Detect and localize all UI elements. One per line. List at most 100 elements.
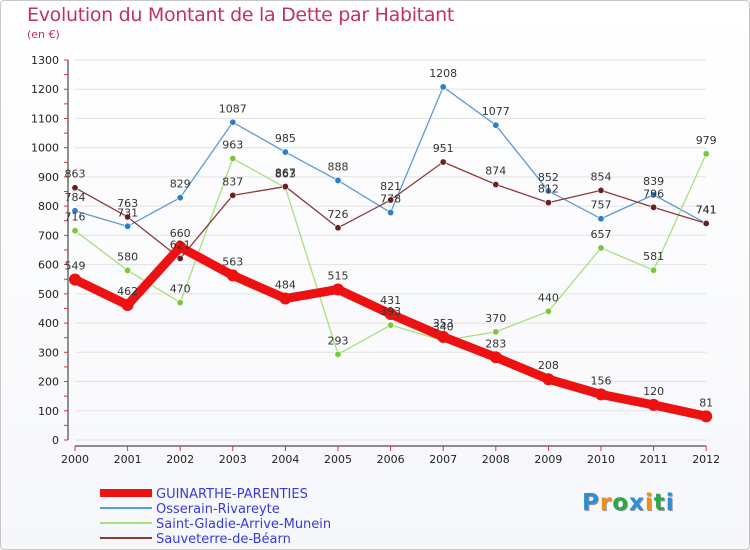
data-label: 726 bbox=[328, 208, 349, 221]
y-tick-label: 500 bbox=[38, 288, 59, 301]
y-tick-label: 1000 bbox=[31, 142, 59, 155]
y-tick-label: 700 bbox=[38, 229, 59, 242]
data-point bbox=[121, 298, 134, 311]
data-point bbox=[281, 148, 289, 156]
data-point bbox=[492, 121, 500, 129]
data-point bbox=[492, 181, 500, 189]
data-point bbox=[176, 254, 184, 262]
series-line bbox=[70, 242, 711, 421]
x-tick-label: 2001 bbox=[114, 453, 142, 466]
chart-subtitle: (en €) bbox=[27, 28, 60, 41]
data-label: 208 bbox=[538, 359, 559, 372]
data-point bbox=[702, 219, 710, 227]
legend-swatch bbox=[100, 522, 152, 524]
data-point bbox=[387, 321, 395, 329]
data-label: 293 bbox=[328, 334, 349, 347]
data-label: 784 bbox=[65, 191, 86, 204]
y-tick-label: 200 bbox=[38, 376, 59, 389]
data-point bbox=[229, 155, 237, 163]
y-tick-label: 600 bbox=[38, 259, 59, 272]
y-tick-label: 400 bbox=[38, 317, 59, 330]
data-label: 741 bbox=[696, 203, 717, 216]
legend-label: Sauveterre-de-Béarn bbox=[156, 532, 291, 547]
data-point bbox=[384, 308, 397, 321]
proxiti-logo: Proxiti bbox=[582, 490, 675, 516]
data-point bbox=[71, 207, 79, 215]
data-point bbox=[650, 266, 658, 274]
data-point bbox=[597, 186, 605, 194]
data-label: 716 bbox=[65, 211, 86, 224]
data-point bbox=[71, 184, 79, 192]
data-point bbox=[334, 176, 342, 184]
data-label: 340 bbox=[433, 321, 454, 334]
data-label: 839 bbox=[643, 175, 664, 188]
y-tick-label: 1300 bbox=[31, 54, 59, 67]
data-point bbox=[176, 299, 184, 307]
logo-letter: t bbox=[653, 490, 666, 516]
data-point bbox=[439, 158, 447, 166]
data-point bbox=[542, 373, 555, 386]
data-label: 353 bbox=[433, 317, 454, 330]
data-label: 821 bbox=[380, 180, 401, 193]
x-tick-label: 2002 bbox=[166, 453, 194, 466]
logo-letter: i bbox=[644, 490, 654, 516]
data-label: 484 bbox=[275, 279, 296, 292]
data-point bbox=[544, 187, 552, 195]
x-tick-label: 2007 bbox=[429, 453, 457, 466]
data-label: 470 bbox=[170, 283, 191, 296]
data-point bbox=[281, 183, 289, 191]
data-label: 563 bbox=[222, 255, 243, 268]
x-tick-label: 2004 bbox=[271, 453, 299, 466]
data-label: 763 bbox=[117, 197, 138, 210]
data-label: 515 bbox=[328, 269, 349, 282]
logo-letter: o bbox=[612, 490, 630, 516]
y-tick-label: 100 bbox=[38, 405, 59, 418]
x-tick-label: 2011 bbox=[640, 453, 668, 466]
data-point bbox=[595, 388, 607, 401]
grid-layer bbox=[75, 59, 707, 441]
legend-swatch bbox=[100, 489, 152, 497]
data-label: 120 bbox=[643, 385, 664, 398]
y-tick-label: 1100 bbox=[31, 112, 59, 125]
legend-swatch bbox=[100, 507, 152, 509]
data-label: 951 bbox=[433, 142, 454, 155]
data-point bbox=[174, 241, 187, 254]
data-point bbox=[544, 199, 552, 207]
data-label: 985 bbox=[275, 132, 296, 145]
x-tick-label: 2009 bbox=[534, 453, 562, 466]
data-point bbox=[334, 224, 342, 232]
logo-letter: r bbox=[599, 490, 613, 516]
data-label: 393 bbox=[380, 305, 401, 318]
x-tick-label: 2000 bbox=[61, 453, 89, 466]
data-point bbox=[124, 213, 132, 221]
data-label: 440 bbox=[538, 291, 559, 304]
data-point bbox=[702, 150, 710, 158]
data-label: 837 bbox=[222, 175, 243, 188]
logo-letter: P bbox=[582, 490, 600, 516]
data-label: 731 bbox=[117, 206, 138, 219]
legend: GUINARTHE-PARENTIESOsserain-RivareyteSai… bbox=[100, 487, 331, 547]
data-label: 979 bbox=[696, 134, 717, 147]
data-label: 660 bbox=[170, 227, 191, 240]
y-tick-label: 300 bbox=[38, 346, 59, 359]
data-label: 796 bbox=[643, 187, 664, 200]
y-tick-label: 1200 bbox=[31, 83, 59, 96]
data-label: 81 bbox=[699, 396, 713, 409]
y-tick-label: 900 bbox=[38, 171, 59, 184]
data-point bbox=[332, 283, 344, 296]
data-point bbox=[124, 222, 132, 230]
data-label: 852 bbox=[538, 171, 559, 184]
data-label-layer: 7847318291087985888778120810778527578397… bbox=[65, 67, 717, 409]
data-point bbox=[650, 191, 658, 199]
data-label: 1208 bbox=[429, 67, 457, 80]
data-point bbox=[69, 273, 81, 286]
data-point bbox=[650, 203, 658, 211]
data-label: 888 bbox=[328, 160, 349, 173]
data-label: 863 bbox=[275, 168, 296, 181]
data-label: 1077 bbox=[482, 105, 510, 118]
data-label: 863 bbox=[65, 168, 86, 181]
axis-layer: 0 100 200 300 400 500 600 700 800 900 1000 1100 1200… bbox=[31, 54, 720, 466]
y-tick-label: 0 bbox=[52, 434, 59, 447]
data-point bbox=[334, 350, 342, 358]
